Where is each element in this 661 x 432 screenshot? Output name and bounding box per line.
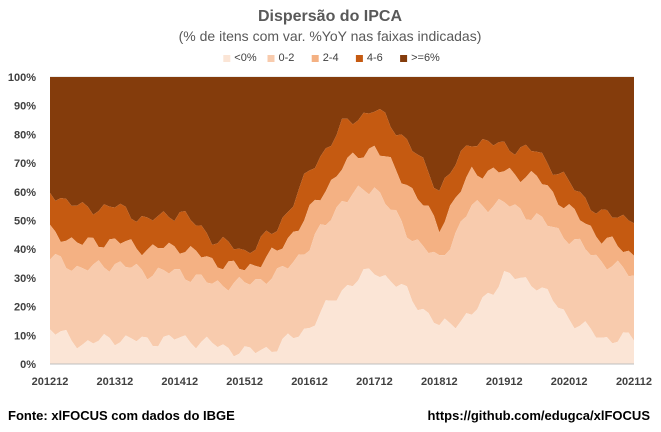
y-tick-label: 80%	[14, 129, 36, 141]
legend-label: <0%	[234, 52, 257, 64]
x-tick-label: 201712	[356, 376, 393, 388]
y-tick-label: 0%	[20, 359, 36, 371]
area-series	[50, 109, 634, 271]
source-note: Fonte: xlFOCUS com dados do IBGE	[8, 408, 235, 423]
x-tick-label: 201612	[291, 376, 328, 388]
legend-swatch	[223, 55, 231, 62]
x-tick-label: 202012	[551, 376, 588, 388]
x-tick-label: 201512	[226, 376, 263, 388]
legend-label: 2-4	[323, 52, 339, 64]
y-tick-label: 10%	[14, 330, 36, 342]
legend-label: 4-6	[367, 52, 383, 64]
legend-swatch	[267, 55, 275, 62]
legend-swatch	[311, 55, 319, 62]
y-tick-label: 30%	[14, 273, 36, 285]
y-tick-label: 40%	[14, 244, 36, 256]
x-tick-label: 201212	[32, 376, 69, 388]
x-axis-ticks: 201212 201312 201412 201512 201612 201712 2018…	[32, 376, 652, 388]
legend-label: 0-2	[279, 52, 295, 64]
y-tick-label: 60%	[14, 187, 36, 199]
y-axis-ticks: 0% 10% 20% 30% 40% 50% 60% 70% 80% 90% 100%	[8, 72, 36, 371]
area-series	[50, 145, 634, 291]
area-series	[50, 77, 634, 254]
source-url: https://github.com/edugca/xlFOCUS	[428, 408, 651, 423]
y-tick-label: 50%	[14, 216, 36, 228]
x-tick-label: 202112	[616, 376, 652, 388]
chart-subtitle: (% de itens com var. %YoY nas faixas ind…	[179, 28, 482, 44]
x-tick-label: 201312	[97, 376, 134, 388]
legend-swatch	[355, 55, 363, 62]
legend-label: >=6%	[411, 52, 440, 64]
area-series	[50, 268, 634, 364]
stacked-areas	[50, 77, 634, 364]
x-tick-label: 201812	[421, 376, 458, 388]
y-tick-label: 20%	[14, 302, 36, 314]
y-tick-label: 100%	[8, 72, 36, 84]
legend: <0% 0-2 2-4 4-6 >=6%	[223, 52, 440, 64]
y-tick-label: 70%	[14, 158, 36, 170]
x-tick-label: 201412	[161, 376, 198, 388]
y-tick-label: 90%	[14, 101, 36, 113]
chart-title: Dispersão do IPCA	[258, 8, 402, 25]
legend-swatch	[400, 55, 408, 62]
x-tick-label: 201912	[486, 376, 523, 388]
area-series	[50, 185, 634, 357]
